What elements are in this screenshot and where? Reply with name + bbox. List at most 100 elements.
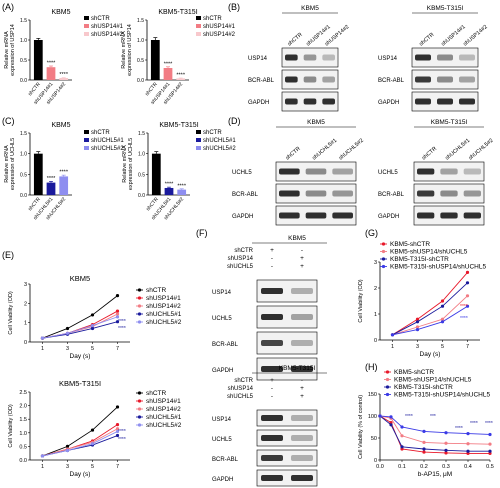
- condition-value: +: [300, 263, 304, 270]
- condition-label: shUCHL5: [227, 394, 254, 400]
- panel-label-D: (D): [228, 116, 241, 126]
- condition-label: shUSP14: [228, 386, 254, 392]
- blot-band: [437, 54, 453, 61]
- blot-row-label: BCR-ABL: [378, 78, 405, 84]
- data-point: [444, 441, 448, 445]
- blot-band: [305, 168, 327, 175]
- blot-row-label: BCR-ABL: [212, 342, 239, 348]
- legend-swatch: [84, 24, 89, 28]
- condition-value: +: [270, 247, 274, 254]
- y-tick-label: 1.0: [20, 38, 27, 44]
- data-point: [115, 405, 120, 409]
- legend-label: KBM5-shUSP14/shUCHL5: [394, 377, 472, 384]
- series-line: [392, 272, 468, 336]
- y-tick-label: 0: [374, 338, 377, 344]
- data-point: [488, 449, 492, 453]
- data-point: [400, 445, 404, 449]
- data-point: [415, 320, 420, 324]
- blot-band: [417, 212, 435, 219]
- blot-band: [305, 212, 327, 219]
- legend-marker: [385, 392, 390, 397]
- x-tick-label: 1: [41, 464, 44, 470]
- data-point: [115, 294, 120, 298]
- data-point: [65, 448, 70, 453]
- data-point: [422, 440, 426, 444]
- legend-label: shUCHL5#1: [146, 311, 182, 318]
- significance-label: ****: [59, 72, 68, 78]
- legend-label: KBM5-T315I-shUSP14/shUCHL5: [390, 264, 486, 271]
- legend-marker: [385, 385, 390, 389]
- x-tick-label: 1: [41, 346, 44, 352]
- blot-band: [332, 168, 353, 175]
- blot-band: [261, 455, 283, 461]
- blot-row-label: UCHL5: [212, 437, 232, 443]
- data-point: [440, 299, 445, 303]
- condition-value: -: [271, 263, 273, 270]
- x-axis-label: Day (s): [70, 471, 91, 478]
- blot-band: [437, 98, 453, 105]
- y-tick-label: 2: [374, 286, 377, 292]
- blot-band: [261, 366, 283, 372]
- blot-row-label: GAPDH: [212, 477, 233, 483]
- x-tick-label: 0.4: [464, 464, 472, 470]
- data-point: [115, 309, 120, 313]
- blot-row-label: GAPDH: [378, 100, 399, 106]
- blot-band: [303, 54, 317, 61]
- y-axis-label: Relative mRNA: [121, 31, 127, 69]
- blot-band: [291, 415, 313, 421]
- y-tick-label: 0.5: [20, 172, 27, 178]
- significance-label: ****: [118, 429, 126, 435]
- significance-label: ***: [430, 414, 436, 420]
- condition-label: shCTR: [234, 248, 253, 254]
- series-line: [392, 282, 468, 336]
- data-point: [90, 313, 95, 317]
- lane-label: shUCHL5#1: [444, 138, 471, 162]
- x-tick-label: 1: [391, 344, 394, 350]
- chart-title: KBM5-T315I: [159, 122, 198, 129]
- blot-band: [291, 340, 313, 346]
- y-tick-label: 150: [368, 392, 377, 398]
- blot-band: [415, 76, 431, 83]
- legend-swatch: [196, 146, 201, 150]
- y-axis-label: Relative mRNA: [4, 145, 10, 183]
- blot-band: [322, 54, 335, 61]
- blot-strip: [256, 357, 318, 381]
- legend-swatch: [84, 32, 89, 36]
- blot-row-label: USP14: [378, 56, 398, 62]
- blot-band: [279, 190, 300, 197]
- blot-band: [322, 76, 335, 83]
- data-point: [65, 326, 70, 331]
- x-tick-label: 0.1: [398, 464, 406, 470]
- y-tick-label: 1.5: [137, 18, 144, 24]
- legend-label: shUCHL5#2: [91, 146, 124, 152]
- legend-marker: [385, 370, 390, 374]
- blot-row-label: BCR-ABL: [378, 192, 405, 198]
- legend-swatch: [84, 138, 89, 142]
- blot-band: [417, 168, 435, 175]
- data-point: [115, 315, 120, 319]
- data-point: [115, 423, 120, 427]
- series-line: [42, 406, 118, 457]
- bar: [150, 40, 160, 80]
- legend-label: shUCHL5#1: [203, 138, 236, 144]
- significance-label: ****: [118, 319, 126, 325]
- significance-label: ****: [47, 176, 56, 182]
- blot-row-label: UCHL5: [232, 170, 252, 176]
- legend-label: KBM5-T315I-shCTR: [394, 384, 453, 391]
- blot-band: [291, 475, 313, 481]
- blot-band: [440, 190, 458, 197]
- y-axis-label: expression of UCHL5: [128, 138, 134, 190]
- blot-band: [417, 190, 435, 197]
- legend-swatch: [196, 130, 201, 134]
- significance-label: ****: [405, 414, 413, 420]
- blot-title: KBM5: [307, 119, 325, 126]
- data-point: [40, 454, 45, 458]
- data-point: [440, 317, 445, 321]
- data-point: [466, 451, 470, 455]
- panel-label-F: (F): [196, 228, 208, 238]
- blot-row-label: BCR-ABL: [212, 457, 239, 463]
- legend-label: shUSP14#2: [146, 406, 181, 413]
